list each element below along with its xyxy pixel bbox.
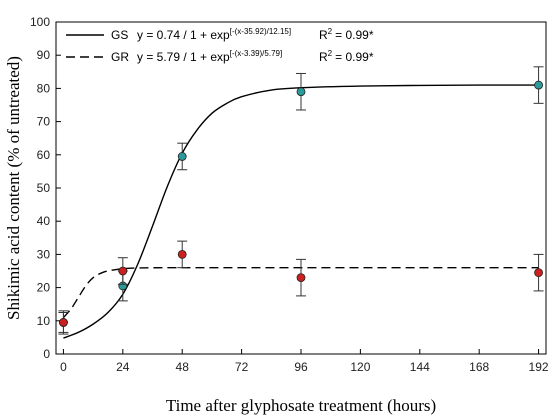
x-tick-label: 192 [529,360,549,374]
curve-gr [62,266,539,318]
marker [534,80,543,90]
y-tick-label: 10 [37,314,51,328]
x-tick-label: 96 [294,360,308,374]
marker [534,268,543,278]
y-axis-label: Shikimic acid content (% of untreated) [4,56,23,320]
y-tick-label: 60 [37,148,51,162]
curve-gs [63,84,539,339]
x-tick-label: 0 [60,360,67,374]
x-tick-label: 168 [469,360,489,374]
points-layer [58,66,544,335]
r2-superscript: 2 [328,27,333,36]
equation-exponent: [-(x-35.92)/12.15] [230,27,291,36]
equation-text: y = 5.79 / 1 + exp [137,50,230,64]
y-tick-label: 20 [37,281,51,295]
marker [177,152,187,161]
legend-entry-gs: GS y = 0.74 / 1 + exp[-(x-35.92)/12.15] R2… [66,27,374,42]
y-tick-label: 0 [43,347,50,361]
point-gr [117,257,128,285]
y-tick-label: 50 [37,181,51,195]
marker [296,87,306,97]
marker [118,266,128,276]
equation-text: y = 0.74 / 1 + exp [137,28,230,42]
point-gr [296,258,306,297]
legend-r2: R2 = 0.99* [319,27,374,42]
point-gr [58,312,69,333]
y-tick-label: 30 [37,247,51,261]
point-gs [177,142,188,171]
legend-equation: y = 0.74 / 1 + exp[-(x-35.92)/12.15] [137,27,291,42]
x-tick-label: 120 [350,360,370,374]
curves-layer [62,84,539,339]
r2-value: = 0.99* [335,50,374,64]
legend-r2: R2 = 0.99* [319,49,374,64]
marker [59,318,68,327]
legend-series-name: GS [111,28,128,42]
marker [177,249,187,259]
y-tick-label: 100 [30,15,50,29]
legend-entry-gr: GR y = 5.79 / 1 + exp[-(x-3.39)/5.79] R2 = … [66,49,374,64]
point-gs [533,66,544,104]
ticks-layer: 0 10 20 30 40 50 60 70 80 90 100 0 24 48 72 96 120 144 168… [30,15,549,374]
y-tick-label: 70 [37,115,51,129]
y-tick-label: 40 [37,214,51,228]
x-tick-label: 48 [176,360,190,374]
x-tick-label: 144 [410,360,430,374]
r2-value: = 0.99* [335,28,374,42]
x-axis-label: Time after glyphosate treatment (hours) [166,396,436,415]
legend: GS y = 0.74 / 1 + exp[-(x-35.92)/12.15] R2… [66,27,374,64]
r2-label: R [319,28,328,42]
y-tick-label: 80 [37,81,51,95]
x-tick-label: 72 [235,360,249,374]
r2-label: R [319,50,328,64]
marker [296,273,306,283]
x-tick-label: 24 [116,360,130,374]
legend-series-name: GR [111,50,129,64]
equation-exponent: [-(x-3.39)/5.79] [230,49,282,58]
point-gr [177,240,188,269]
point-gs [296,72,306,111]
plot-area [55,21,547,355]
point-gr [533,253,544,292]
y-tick-label: 90 [37,48,51,62]
legend-equation: y = 5.79 / 1 + exp[-(x-3.39)/5.79] [137,49,282,64]
r2-superscript: 2 [328,49,333,58]
